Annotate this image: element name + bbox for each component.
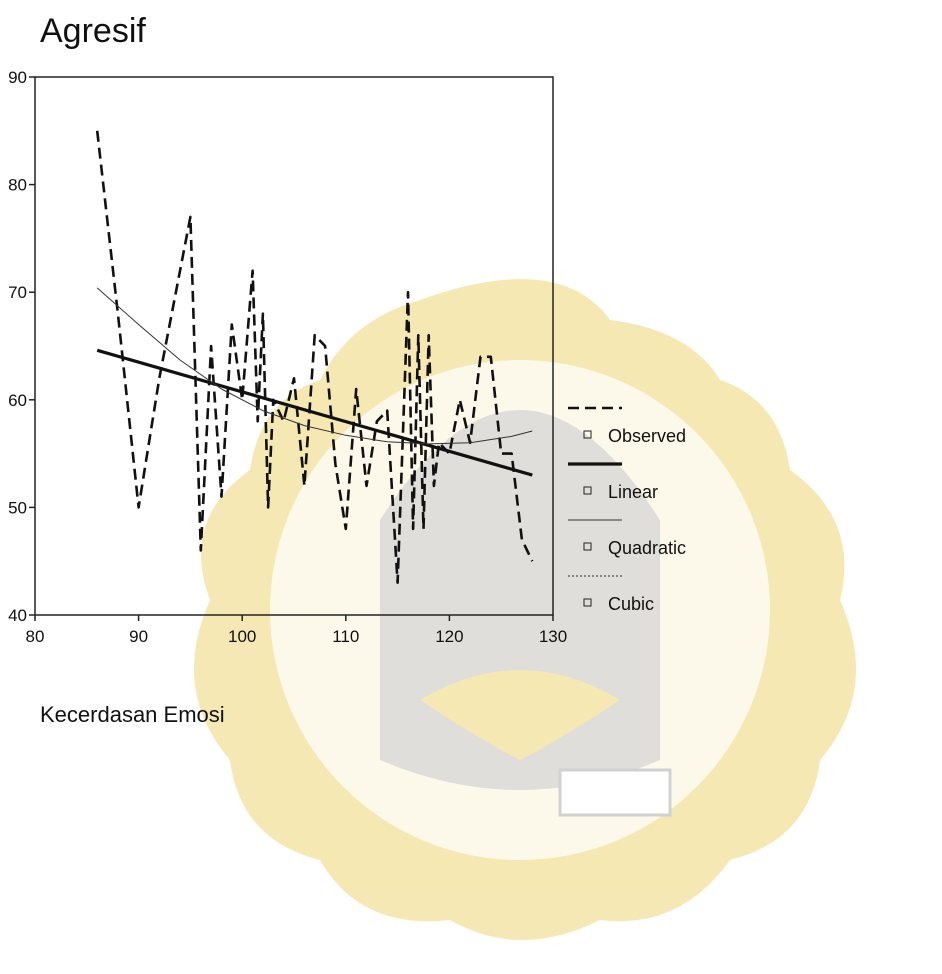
legend-label-observed: Observed bbox=[608, 426, 686, 446]
series-layer bbox=[95, 130, 534, 585]
x-tick-label: 100 bbox=[228, 627, 256, 646]
x-axis: 80 90 100 110 120 130 bbox=[26, 615, 567, 646]
y-axis: 40 50 60 70 80 90 bbox=[8, 68, 35, 625]
x-tick-label: 130 bbox=[539, 627, 567, 646]
y-tick-label: 80 bbox=[8, 176, 27, 195]
x-tick-label: 90 bbox=[129, 627, 148, 646]
y-tick-label: 60 bbox=[8, 391, 27, 410]
x-axis-label: Kecerdasan Emosi bbox=[40, 702, 225, 727]
legend: Observed Linear Quadratic Cubic bbox=[568, 406, 686, 614]
legend-label-cubic: Cubic bbox=[608, 594, 654, 614]
y-tick-label: 40 bbox=[8, 606, 27, 625]
chart-title: Agresif bbox=[40, 12, 146, 50]
x-tick-label: 120 bbox=[435, 627, 463, 646]
series-line-quadratic bbox=[96, 287, 533, 445]
x-tick-label: 80 bbox=[26, 627, 45, 646]
legend-marker bbox=[583, 598, 592, 607]
x-tick-label: 110 bbox=[332, 627, 359, 646]
series-line-observed bbox=[95, 130, 534, 585]
legend-marker bbox=[583, 542, 592, 551]
y-tick-label: 50 bbox=[8, 498, 27, 517]
plot-frame bbox=[34, 76, 554, 616]
legend-label-quadratic: Quadratic bbox=[608, 538, 686, 558]
legend-marker bbox=[583, 486, 592, 495]
series-line-linear bbox=[96, 348, 533, 477]
y-tick-label: 90 bbox=[8, 68, 27, 87]
legend-marker bbox=[583, 430, 592, 439]
legend-label-linear: Linear bbox=[608, 482, 658, 502]
y-tick-label: 70 bbox=[8, 283, 27, 302]
